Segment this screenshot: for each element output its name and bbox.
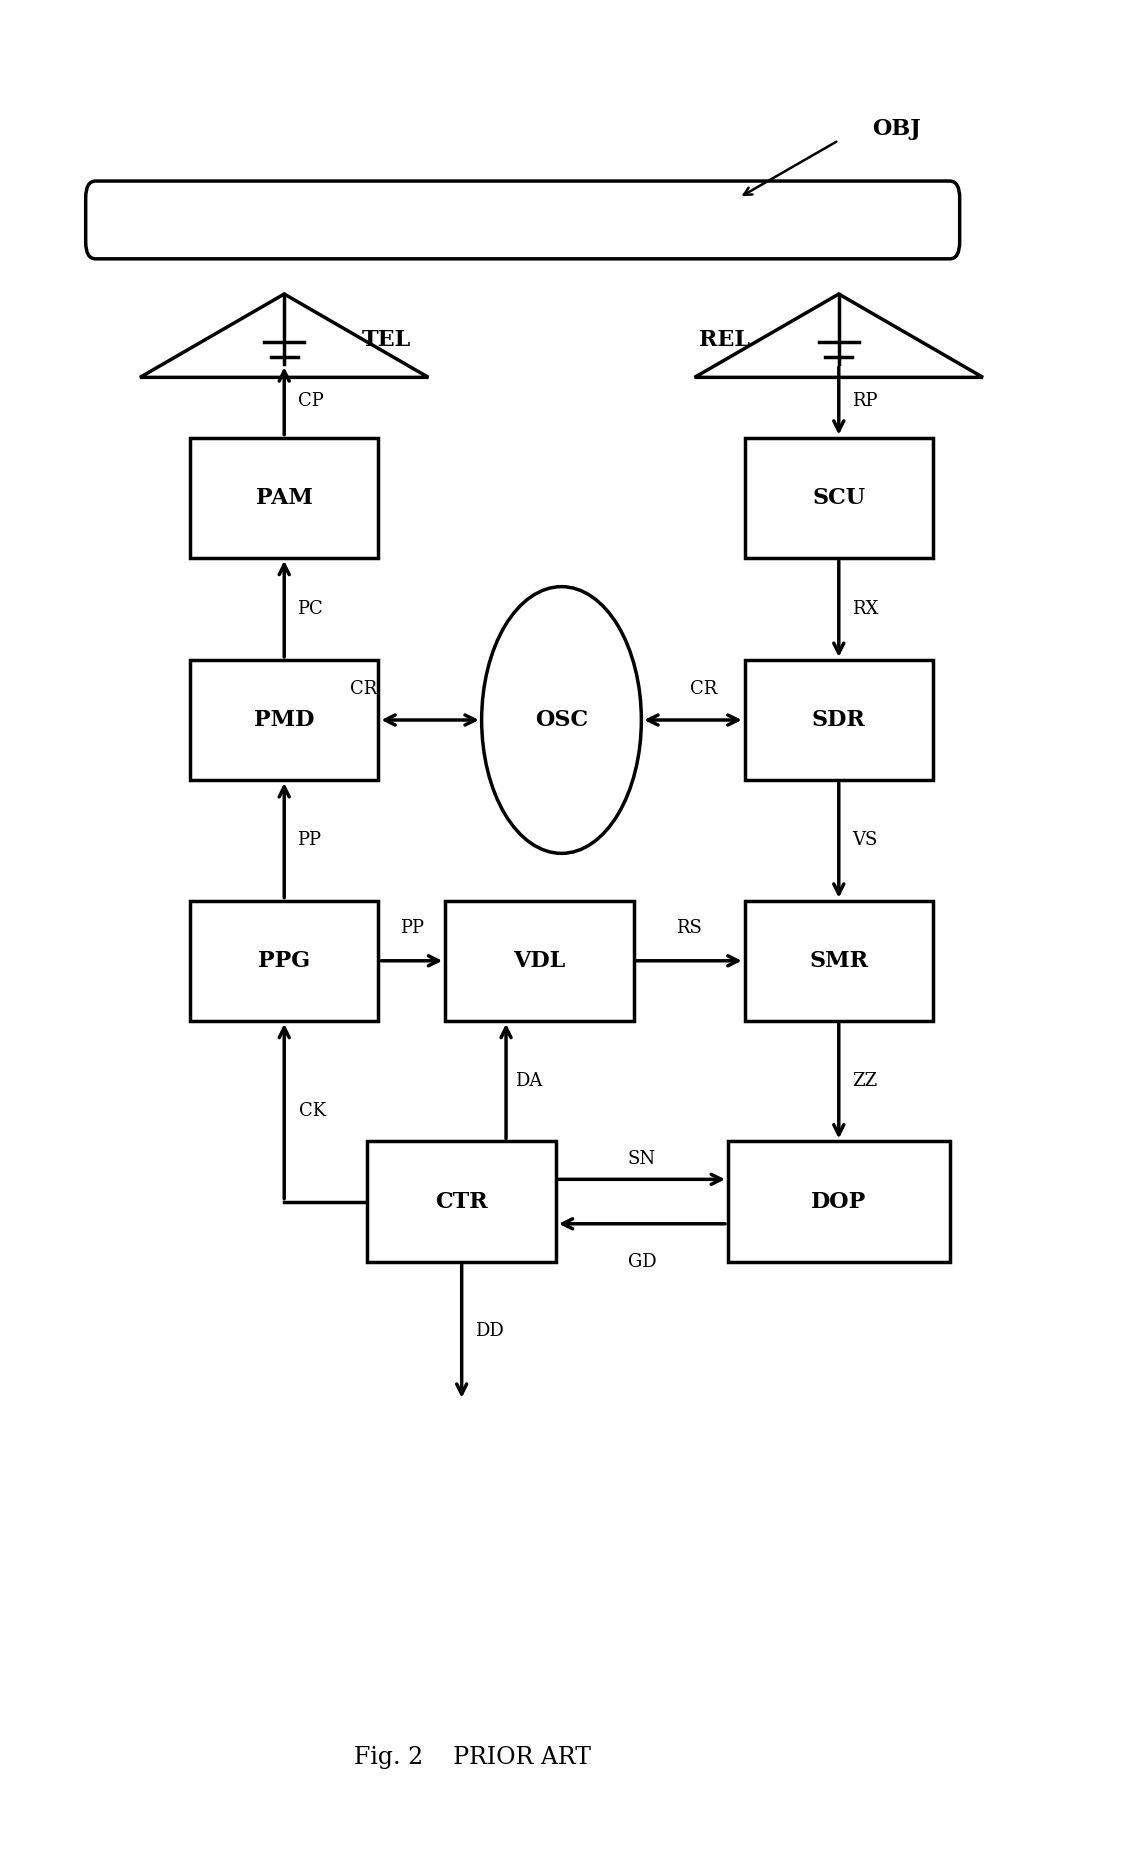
Text: SDR: SDR [812, 709, 866, 731]
Bar [745, 661, 933, 780]
Text: PAM: PAM [256, 487, 312, 509]
Text: CP: CP [298, 392, 323, 411]
Text: DD: DD [475, 1323, 504, 1340]
Text: CK: CK [299, 1103, 326, 1120]
Text: RX: RX [852, 599, 878, 618]
Text: SCU: SCU [812, 487, 866, 509]
Bar [190, 901, 378, 1021]
Text: CTR: CTR [436, 1191, 489, 1213]
Text: DA: DA [515, 1073, 542, 1090]
Text: PPG: PPG [258, 950, 310, 972]
Bar [728, 1142, 950, 1261]
Text: PP: PP [298, 832, 321, 849]
Bar [190, 661, 378, 780]
Text: Fig. 2    PRIOR ART: Fig. 2 PRIOR ART [354, 1747, 592, 1769]
FancyBboxPatch shape [85, 181, 960, 259]
Text: VS: VS [852, 832, 877, 849]
Text: PC: PC [298, 599, 323, 618]
Bar [745, 901, 933, 1021]
Circle shape [482, 586, 641, 853]
Text: CR: CR [350, 679, 377, 698]
Text: DOP: DOP [811, 1191, 867, 1213]
Text: CR: CR [691, 679, 718, 698]
Text: REL: REL [699, 328, 750, 351]
Text: VDL: VDL [513, 950, 566, 972]
Text: RS: RS [676, 918, 702, 937]
Text: TEL: TEL [362, 328, 411, 351]
Text: SN: SN [628, 1149, 656, 1168]
Bar [745, 437, 933, 558]
Text: PP: PP [400, 918, 423, 937]
Text: GD: GD [628, 1254, 656, 1271]
Text: ZZ: ZZ [852, 1073, 877, 1090]
Text: OBJ: OBJ [873, 118, 921, 140]
Text: OSC: OSC [535, 709, 588, 731]
Text: SMR: SMR [810, 950, 868, 972]
Bar [445, 901, 633, 1021]
Bar [367, 1142, 556, 1261]
Text: RP: RP [852, 392, 877, 411]
Bar [190, 437, 378, 558]
Text: PMD: PMD [254, 709, 314, 731]
